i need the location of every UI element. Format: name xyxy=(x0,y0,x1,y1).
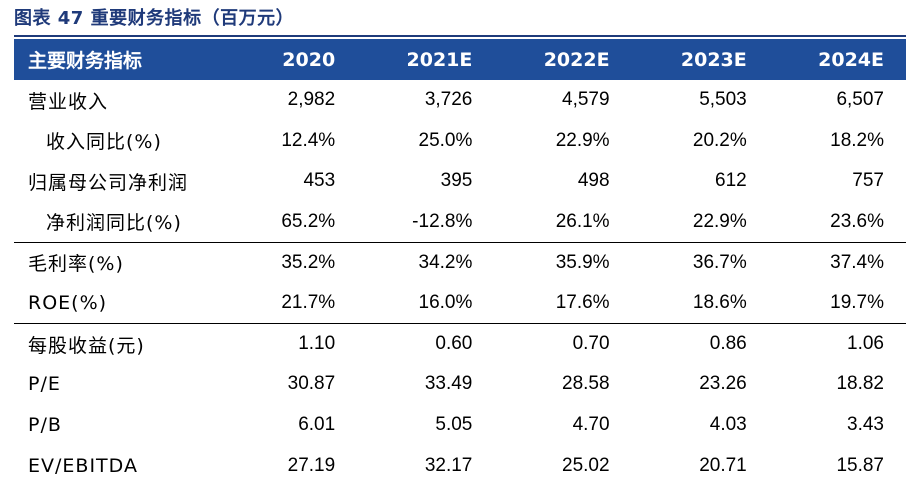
row-label: 毛利率(%) xyxy=(14,241,220,283)
row-label: EV/EBITDA xyxy=(28,454,138,477)
cell-value: 32.17 xyxy=(424,454,473,476)
cell-value: 15.87 xyxy=(836,454,884,476)
row-label: P/B xyxy=(28,414,62,437)
table-header-row: 主要财务指标 2020 2021E 2022E 2023E 2024E xyxy=(14,39,906,80)
cell-value: 22.9% xyxy=(692,210,747,232)
cell-value: 37.4% xyxy=(768,241,906,283)
cell-value: 18.82 xyxy=(836,373,884,395)
cell-value: 65.2% xyxy=(281,210,336,232)
cell-value: 16.0% xyxy=(418,292,473,314)
header-2024e: 2024E xyxy=(818,48,884,71)
header-2023e: 2023E xyxy=(680,48,747,71)
cell-value: 3.43 xyxy=(847,414,884,436)
cell-value: 4.03 xyxy=(709,414,747,436)
header-2020: 2020 xyxy=(282,48,336,71)
row-label: 净利润同比(%) xyxy=(46,212,182,235)
table-row: 净利润同比(%) 65.2% -12.8% 26.1% 22.9% 23.6% xyxy=(14,202,906,243)
header-indicator: 主要财务指标 xyxy=(28,50,143,72)
cell-value: 34.2% xyxy=(357,241,495,283)
cell-value: 612 xyxy=(715,170,747,192)
cell-value: 21.7% xyxy=(281,292,336,314)
cell-value: 36.7% xyxy=(631,241,769,283)
table-row: P/E 30.87 33.49 28.58 23.26 18.82 xyxy=(14,364,906,405)
cell-value: 23.6% xyxy=(830,210,884,232)
cell-value: 28.58 xyxy=(562,373,610,395)
table-row: 归属母公司净利润 453 395 498 612 757 xyxy=(14,161,906,202)
cell-value: 1.06 xyxy=(768,323,906,365)
cell-value: 4,579 xyxy=(562,89,610,111)
cell-value: 25.0% xyxy=(418,129,473,151)
cell-value: 5.05 xyxy=(435,414,473,436)
row-label: 营业收入 xyxy=(28,90,109,113)
table-row: 营业收入 2,982 3,726 4,579 5,503 6,507 xyxy=(14,80,906,121)
cell-value: 22.9% xyxy=(555,129,610,151)
table-row: ROE(%) 21.7% 16.0% 17.6% 18.6% 19.7% xyxy=(14,283,906,324)
cell-value: 453 xyxy=(303,170,336,192)
cell-value: -12.8% xyxy=(412,210,473,232)
cell-value: 4.70 xyxy=(572,414,610,436)
cell-value: 35.9% xyxy=(494,241,632,283)
cell-value: 18.2% xyxy=(830,129,884,151)
table-caption: 图表 47 重要财务指标（百万元） xyxy=(14,8,295,29)
cell-value: 20.71 xyxy=(699,454,747,476)
cell-value: 0.60 xyxy=(357,323,495,365)
table-row: 每股收益(元) 1.10 0.60 0.70 0.86 1.06 xyxy=(14,323,906,365)
cell-value: 1.10 xyxy=(220,323,358,365)
cell-value: 17.6% xyxy=(555,292,610,314)
cell-value: 6.01 xyxy=(298,414,336,436)
cell-value: 395 xyxy=(440,170,473,192)
row-label: 每股收益(元) xyxy=(14,323,220,365)
cell-value: 20.2% xyxy=(692,129,747,151)
cell-value: 18.6% xyxy=(692,292,747,314)
row-label: P/E xyxy=(28,373,61,396)
cell-value: 30.87 xyxy=(287,373,336,395)
caption-divider xyxy=(14,35,906,37)
cell-value: 23.26 xyxy=(699,373,747,395)
row-label: 归属母公司净利润 xyxy=(28,171,189,194)
table-row: EV/EBITDA 27.19 32.17 25.02 20.71 15.87 xyxy=(14,445,906,486)
financial-indicators-table: 主要财务指标 2020 2021E 2022E 2023E 2024E 营业收入… xyxy=(14,39,906,486)
cell-value: 27.19 xyxy=(287,454,336,476)
header-2022e: 2022E xyxy=(543,48,610,71)
cell-value: 26.1% xyxy=(555,210,610,232)
cell-value: 498 xyxy=(577,170,610,192)
header-2021e: 2021E xyxy=(406,48,473,71)
cell-value: 35.2% xyxy=(220,241,358,283)
cell-value: 757 xyxy=(852,170,884,192)
cell-value: 33.49 xyxy=(424,373,473,395)
row-label: 收入同比(%) xyxy=(46,131,162,154)
row-label: ROE(%) xyxy=(28,292,108,315)
cell-value: 0.70 xyxy=(494,323,632,365)
cell-value: 6,507 xyxy=(836,89,884,111)
table-row: P/B 6.01 5.05 4.70 4.03 3.43 xyxy=(14,405,906,446)
cell-value: 19.7% xyxy=(830,292,884,314)
cell-value: 3,726 xyxy=(424,89,473,111)
cell-value: 0.86 xyxy=(631,323,769,365)
table-row: 收入同比(%) 12.4% 25.0% 22.9% 20.2% 18.2% xyxy=(14,121,906,162)
cell-value: 25.02 xyxy=(562,454,610,476)
cell-value: 5,503 xyxy=(699,89,747,111)
cell-value: 12.4% xyxy=(281,129,336,151)
cell-value: 2,982 xyxy=(287,89,336,111)
table-row: 毛利率(%) 35.2% 34.2% 35.9% 36.7% 37.4% xyxy=(14,241,906,283)
